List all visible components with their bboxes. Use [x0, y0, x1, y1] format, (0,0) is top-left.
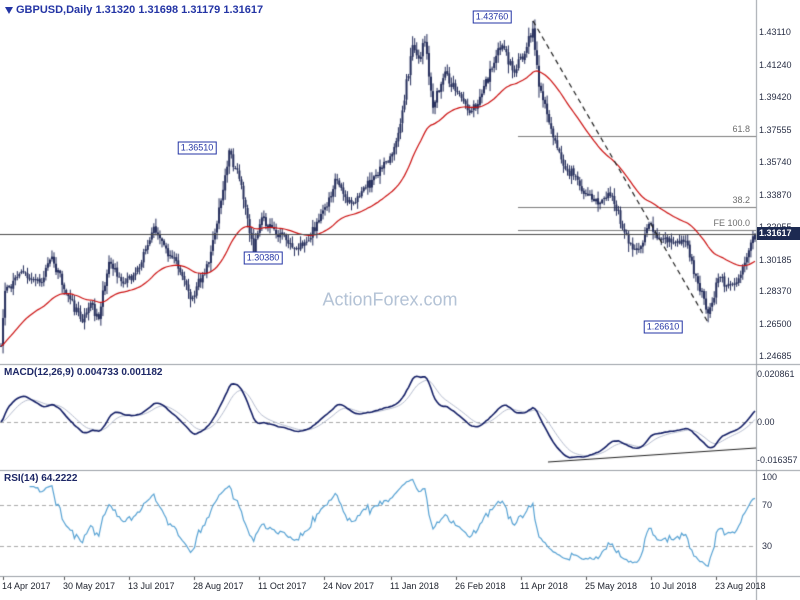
date-axis-label: 30 May 2017 — [63, 581, 116, 591]
price-axis-label: 1.39420 — [759, 92, 792, 103]
current-price-tag: 1.31617 — [757, 227, 800, 240]
date-axis-label: 28 Aug 2017 — [193, 581, 244, 591]
date-axis-label: 11 Apr 2018 — [520, 581, 568, 591]
price-axis-label: 1.32055 — [759, 222, 792, 232]
chart-title-open: 1.31320 — [95, 4, 136, 16]
fib-level-label[interactable]: FE 100.0 — [713, 218, 750, 229]
chart-title-high: 1.31698 — [138, 4, 179, 16]
price-axis-label: 1.26500 — [759, 319, 792, 330]
date-axis-label: 11 Oct 2017 — [258, 581, 307, 591]
chart-symbol-icon — [5, 7, 13, 14]
chart-title-close: 1.31617 — [223, 4, 264, 16]
date-axis-label: 14 Apr 2017 — [2, 581, 51, 591]
price-axis-label: 1.33870 — [759, 189, 792, 200]
price-callout[interactable]: 1.36510 — [177, 141, 217, 155]
price-axis-label: 1.24685 — [759, 351, 792, 362]
date-axis-label: 13 Jul 2017 — [128, 581, 175, 591]
price-callout[interactable]: 1.30380 — [243, 251, 283, 265]
chart-title: GBPUSD,Daily 1.31320 1.31698 1.31179 1.3… — [16, 4, 263, 16]
date-axis-label: 26 Feb 2018 — [455, 581, 506, 591]
rsi-axis-label: 70 — [762, 499, 773, 510]
macd-axis-label: 0.00 — [757, 417, 775, 427]
macd-axis-label: 0.020861 — [757, 368, 795, 379]
rsi-value: 64.2222 — [41, 473, 78, 484]
watermark: ActionForex.com — [322, 289, 458, 310]
macd-name: MACD(12,26,9) — [4, 367, 75, 378]
macd-indicator-label: MACD(12,26,9) 0.004733 0.001182 — [4, 367, 162, 378]
macd-value-signal: 0.001182 — [121, 367, 163, 378]
price-callout[interactable]: 1.26610 — [643, 320, 683, 334]
price-axis-label: 1.28370 — [759, 286, 792, 297]
chart-title-symbol: GBPUSD,Daily — [16, 4, 93, 16]
rsi-axis-label: 100 — [762, 472, 778, 482]
price-axis-label: 1.43110 — [759, 27, 791, 38]
rsi-indicator-label: RSI(14) 64.2222 — [4, 473, 77, 484]
rsi-name: RSI(14) — [4, 473, 39, 484]
rsi-axis-label: 30 — [762, 541, 773, 552]
chart-title-low: 1.31179 — [181, 4, 221, 16]
date-axis-label: 23 Aug 2018 — [715, 581, 766, 591]
price-axis-label: 1.41240 — [759, 60, 792, 71]
macd-value-main: 0.004733 — [76, 367, 119, 378]
macd-axis-label: -0.016357 — [757, 454, 798, 465]
fib-level-label[interactable]: 61.8 — [732, 124, 750, 135]
fib-level-label[interactable]: 38.2 — [732, 195, 750, 206]
price-axis-label: 1.37555 — [759, 124, 792, 135]
price-axis-label: 1.35740 — [759, 156, 792, 167]
date-axis-label: 11 Jan 2018 — [390, 581, 439, 591]
date-axis-label: 10 Jul 2018 — [650, 581, 697, 591]
price-callout[interactable]: 1.43760 — [472, 10, 512, 24]
price-axis-label: 1.30185 — [759, 254, 792, 265]
date-axis-label: 24 Nov 2017 — [323, 581, 375, 591]
date-axis-label: 25 May 2018 — [585, 581, 638, 591]
